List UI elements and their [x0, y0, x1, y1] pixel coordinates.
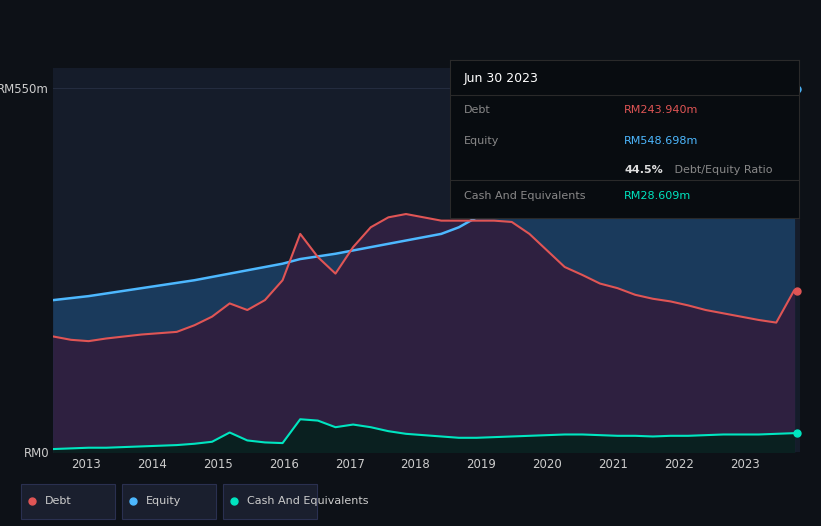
Text: Debt/Equity Ratio: Debt/Equity Ratio: [672, 165, 773, 175]
Text: Cash And Equivalents: Cash And Equivalents: [464, 191, 585, 201]
Text: Debt: Debt: [45, 496, 71, 506]
Text: Equity: Equity: [146, 496, 181, 506]
Text: Debt: Debt: [464, 105, 491, 115]
Point: [791, 85, 804, 93]
Point: [791, 429, 804, 438]
Text: RM28.609m: RM28.609m: [625, 191, 691, 201]
FancyBboxPatch shape: [21, 484, 115, 519]
Text: Equity: Equity: [464, 136, 499, 146]
Text: Cash And Equivalents: Cash And Equivalents: [247, 496, 369, 506]
Point: [791, 287, 804, 295]
FancyBboxPatch shape: [223, 484, 317, 519]
FancyBboxPatch shape: [122, 484, 216, 519]
Text: RM243.940m: RM243.940m: [625, 105, 699, 115]
Text: RM548.698m: RM548.698m: [625, 136, 699, 146]
Text: 44.5%: 44.5%: [625, 165, 663, 175]
Text: Jun 30 2023: Jun 30 2023: [464, 72, 539, 85]
